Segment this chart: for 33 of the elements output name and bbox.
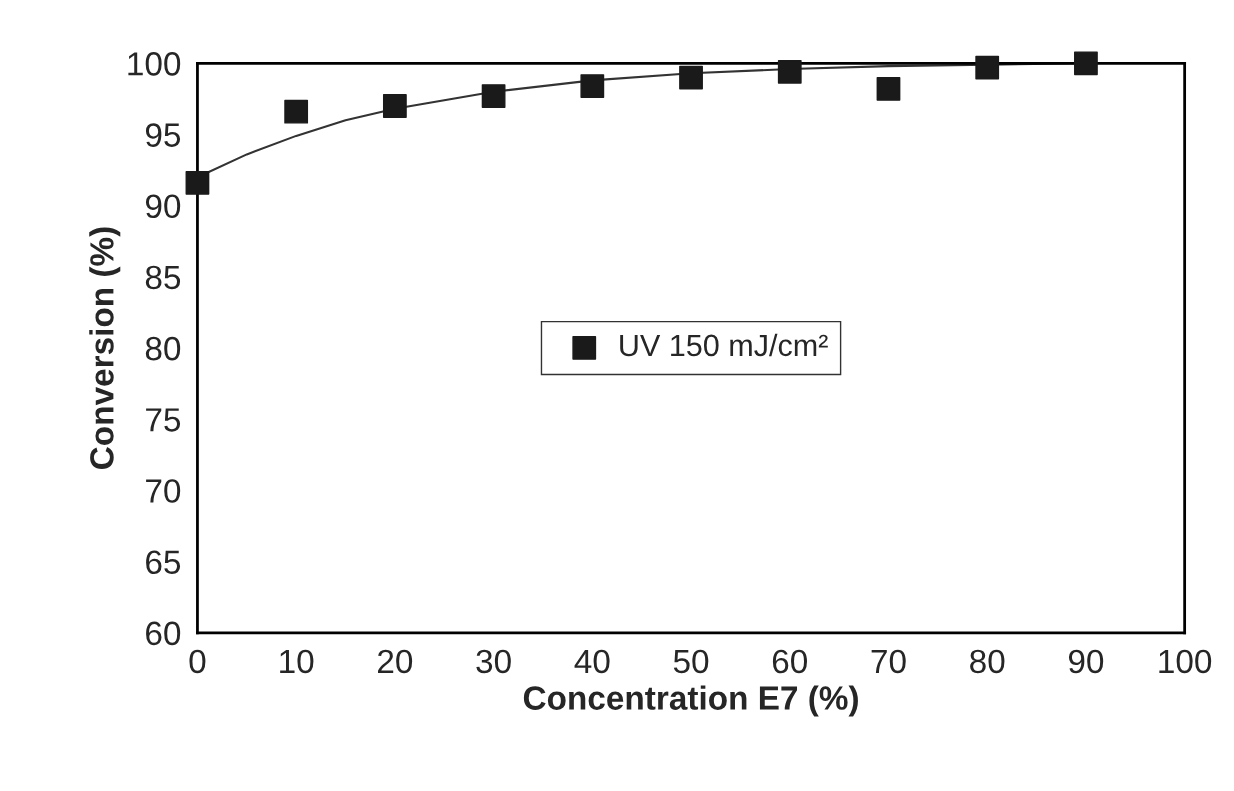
legend-label: UV 150 mJ/cm² xyxy=(620,333,828,357)
x-tick-label: 20 xyxy=(378,649,413,674)
point xyxy=(580,74,605,98)
x-tick-label: 50 xyxy=(673,649,709,674)
x-tick-label: 80 xyxy=(970,649,1005,674)
x-tick-label: 100 xyxy=(1159,649,1212,674)
y-tick-label: 65 xyxy=(146,550,181,575)
x-tick-label: 30 xyxy=(476,649,511,674)
point xyxy=(284,99,309,124)
y-tick-label: 90 xyxy=(145,194,181,219)
x-axis-title: Concentration E7 (%) xyxy=(523,685,858,717)
y-tick-label: 85 xyxy=(145,265,181,290)
point xyxy=(876,77,901,101)
x-tick-label: 40 xyxy=(574,649,610,674)
point xyxy=(975,55,1000,80)
point xyxy=(185,170,210,195)
y-tick-label: 80 xyxy=(145,336,181,361)
x-tick-label: 60 xyxy=(772,649,807,674)
x-tick-label: 70 xyxy=(871,649,906,674)
y-tick-label: 95 xyxy=(145,123,181,147)
y-axis-title: Conversion (%) xyxy=(89,227,121,469)
point xyxy=(382,94,407,118)
x-tick-label: 0 xyxy=(189,649,206,674)
point xyxy=(679,65,703,90)
x-tick-label: 10 xyxy=(280,649,314,674)
x-tick-label: 90 xyxy=(1068,649,1104,674)
y-tick-label: 100 xyxy=(128,52,181,76)
point xyxy=(777,59,802,84)
y-tick-label: 75 xyxy=(146,408,181,432)
point xyxy=(1074,51,1098,76)
y-tick-label: 70 xyxy=(146,479,181,503)
y-tick-label: 60 xyxy=(146,621,181,646)
point xyxy=(481,84,506,108)
